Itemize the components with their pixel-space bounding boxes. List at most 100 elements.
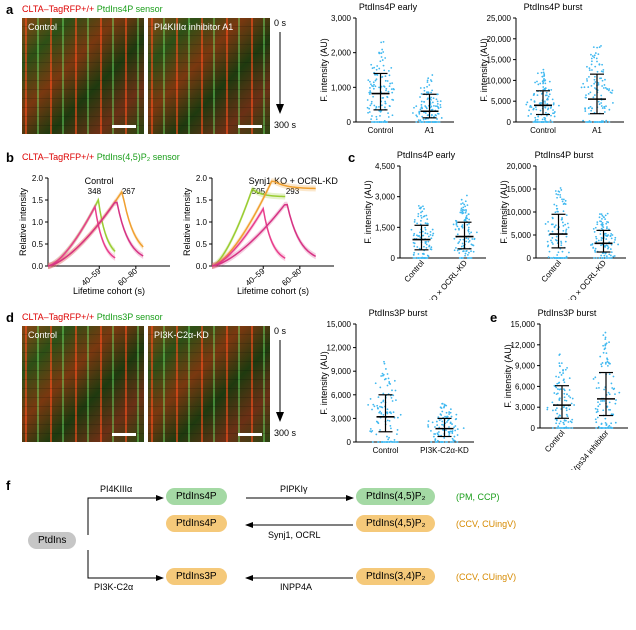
svg-text:2.0: 2.0 bbox=[196, 174, 208, 183]
svg-text:3,000: 3,000 bbox=[331, 414, 352, 423]
svg-text:0: 0 bbox=[531, 424, 536, 433]
svg-text:15,000: 15,000 bbox=[327, 320, 352, 329]
svg-text:10,000: 10,000 bbox=[487, 76, 512, 85]
linechart-b2-svg: 0.00.51.01.52.0Relative intensitySynj1-K… bbox=[182, 166, 340, 296]
scatter-c2: PtdIns4P burst 0 5,000 10,000 15,000 20,000 F… bbox=[498, 152, 630, 300]
svg-text:3,000: 3,000 bbox=[331, 14, 352, 23]
svg-text:6,000: 6,000 bbox=[515, 382, 536, 391]
linechart-b1-svg: 0.0 0.5 1.0 1.5 2.0 Relative intensity Control… bbox=[18, 166, 176, 296]
time-start-a: 0 s bbox=[274, 18, 286, 28]
scatter-c1: PtdIns4P early 01,5003,0004,500F. intens… bbox=[362, 152, 490, 300]
svg-text:Relative intensity: Relative intensity bbox=[18, 187, 28, 256]
scatter-e-svg: 0 3,000 6,000 9,000 12,000 15,000 F. intensity… bbox=[502, 310, 632, 470]
svg-text:1.5: 1.5 bbox=[32, 196, 44, 205]
edge-inpp4a: INPP4A bbox=[280, 582, 312, 592]
svg-text:2.0: 2.0 bbox=[32, 174, 44, 183]
time-start-d: 0 s bbox=[274, 326, 286, 336]
svg-text:1,500: 1,500 bbox=[375, 223, 396, 232]
scatter-e-title: PtdIns3P burst bbox=[502, 308, 632, 318]
svg-text:0.5: 0.5 bbox=[32, 240, 44, 249]
svg-text:60–80: 60–80 bbox=[280, 266, 303, 288]
svg-text:20,000: 20,000 bbox=[507, 162, 532, 171]
svg-text:Lifetime cohort (s): Lifetime cohort (s) bbox=[237, 286, 309, 296]
scalebar-icon bbox=[112, 433, 136, 436]
svg-text:F. intensity (AU): F. intensity (AU) bbox=[503, 344, 513, 408]
kymo-d-label1: Control bbox=[28, 330, 57, 340]
svg-text:F. intensity (AU): F. intensity (AU) bbox=[479, 38, 489, 102]
panel-d-label: d bbox=[6, 310, 14, 325]
node-p45-bot: PtdIns(4,5)P₂ bbox=[356, 515, 435, 532]
svg-text:0: 0 bbox=[391, 254, 396, 263]
edge-synj: Synj1, OCRL bbox=[268, 530, 321, 540]
scatter-a1-svg: 01,0002,0003,000F. intensity (AU)Control… bbox=[318, 4, 458, 140]
svg-text:F. intensity (AU): F. intensity (AU) bbox=[499, 180, 509, 244]
svg-text:F. intensity (AU): F. intensity (AU) bbox=[319, 38, 329, 102]
panel-a-label: a bbox=[6, 2, 13, 17]
svg-text:Control: Control bbox=[540, 258, 564, 284]
panel-d-header: CLTA–TagRFP+/+ PtdIns3P sensor bbox=[22, 312, 163, 322]
kymo-a-label2: PI4KIIIα inhibitor A1 bbox=[154, 22, 233, 32]
scatter-e: PtdIns3P burst 0 3,000 6,000 9,000 12,000 15,… bbox=[502, 310, 632, 470]
svg-text:0: 0 bbox=[347, 438, 352, 447]
svg-text:15,000: 15,000 bbox=[511, 320, 536, 329]
svg-text:0.0: 0.0 bbox=[32, 262, 44, 271]
scatter-a1: PtdIns4P early 01,0002,0003,000F. intens… bbox=[318, 4, 458, 140]
svg-text:3,000: 3,000 bbox=[515, 403, 536, 412]
svg-text:Control: Control bbox=[373, 446, 399, 455]
svg-text:F. intensity (AU): F. intensity (AU) bbox=[319, 351, 329, 415]
node-p34: PtdIns(3,4)P₂ bbox=[356, 568, 435, 585]
scatter-a2-svg: 05,00010,00015,00020,00025,000F. intensi… bbox=[478, 4, 628, 140]
svg-text:15,000: 15,000 bbox=[507, 185, 532, 194]
svg-text:1.5: 1.5 bbox=[196, 196, 208, 205]
svg-text:12,000: 12,000 bbox=[327, 344, 352, 353]
svg-text:5,000: 5,000 bbox=[511, 231, 532, 240]
svg-text:Control: Control bbox=[543, 428, 567, 454]
svg-text:0: 0 bbox=[527, 254, 532, 263]
scatter-a2: PtdIns4P burst 05,00010,00015,00020,0002… bbox=[478, 4, 628, 140]
scatter-c2-title: PtdIns4P burst bbox=[498, 150, 630, 160]
scalebar-icon bbox=[238, 433, 262, 436]
svg-text:40–59: 40–59 bbox=[244, 266, 267, 288]
svg-text:1,000: 1,000 bbox=[331, 83, 352, 92]
clta-label-d: CLTA–TagRFP+/+ bbox=[22, 312, 94, 322]
scalebar-icon bbox=[238, 125, 262, 128]
scatter-a2-title: PtdIns4P burst bbox=[478, 2, 628, 12]
svg-text:2,000: 2,000 bbox=[331, 49, 352, 58]
svg-text:0.5: 0.5 bbox=[196, 240, 208, 249]
sensor-label: PtdIns4P sensor bbox=[97, 4, 163, 14]
svg-text:Control: Control bbox=[530, 126, 556, 135]
pathway-arrows bbox=[18, 480, 628, 625]
svg-text:PI3K-C2α-KD: PI3K-C2α-KD bbox=[420, 446, 469, 455]
time-end-d: 300 s bbox=[274, 428, 296, 438]
node-p45-top: PtdIns(4,5)P₂ bbox=[356, 488, 435, 505]
svg-text:6,000: 6,000 bbox=[331, 391, 352, 400]
annot-ccv2: (CCV, CUingV) bbox=[456, 572, 516, 582]
scatter-d: PtdIns3P burst 0 3,000 6,000 9,000 12,000 15,… bbox=[318, 310, 478, 460]
svg-text:0: 0 bbox=[507, 118, 512, 127]
svg-text:Control: Control bbox=[403, 258, 427, 284]
time-arrow-icon bbox=[276, 32, 284, 114]
scalebar-icon bbox=[112, 125, 136, 128]
scatter-d-title: PtdIns3P burst bbox=[318, 308, 478, 318]
svg-text:Control: Control bbox=[368, 126, 394, 135]
svg-text:15,000: 15,000 bbox=[487, 56, 512, 65]
edge-pipki: PIPKIγ bbox=[280, 484, 308, 494]
svg-text:F. intensity (AU): F. intensity (AU) bbox=[363, 180, 373, 244]
time-arrow-icon bbox=[276, 340, 284, 422]
svg-text:4,500: 4,500 bbox=[375, 162, 396, 171]
edge-pi4k: PI4KIIIα bbox=[100, 484, 132, 494]
svg-text:Control: Control bbox=[85, 176, 114, 186]
svg-text:9,000: 9,000 bbox=[331, 367, 352, 376]
svg-text:10,000: 10,000 bbox=[507, 208, 532, 217]
svg-text:9,000: 9,000 bbox=[515, 362, 536, 371]
svg-text:1.0: 1.0 bbox=[32, 218, 44, 227]
kymograph-a-a1: PI4KIIIα inhibitor A1 bbox=[148, 18, 270, 134]
kymograph-d-control: Control bbox=[22, 326, 144, 442]
kymograph-a-control: Control bbox=[22, 18, 144, 134]
kymo-a-label1: Control bbox=[28, 22, 57, 32]
linechart-b1: 0.0 0.5 1.0 1.5 2.0 Relative intensity Control… bbox=[18, 166, 176, 296]
annot-ccv1: (CCV, CUingV) bbox=[456, 519, 516, 529]
scatter-c1-svg: 01,5003,0004,500F. intensity (AU)Control… bbox=[362, 152, 490, 300]
panel-b-header: CLTA–TagRFP+/+ PtdIns(4,5)P₂ sensor bbox=[22, 152, 180, 162]
svg-text:12,000: 12,000 bbox=[511, 341, 536, 350]
